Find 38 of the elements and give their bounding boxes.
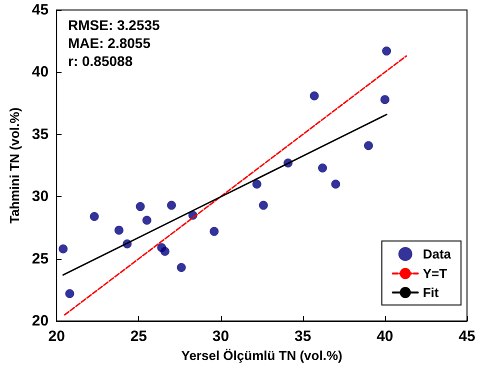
- point: [160, 246, 170, 256]
- point: [176, 263, 186, 272]
- point: [364, 141, 373, 150]
- point: [382, 46, 392, 56]
- legend-label: Y=T: [422, 266, 448, 281]
- point: [58, 244, 68, 254]
- y-tick-label: 35: [32, 126, 49, 143]
- y-tick-label: 45: [32, 2, 49, 18]
- x-axis-title: Yersel Ölçümlü TN (vol.%): [181, 348, 342, 363]
- x-tick-label: 40: [376, 328, 394, 345]
- point: [310, 91, 319, 100]
- point: [114, 226, 124, 235]
- annotation: RMSE: 3.2535: [68, 17, 160, 33]
- point: [167, 200, 176, 210]
- legend-label: Fit: [422, 285, 440, 300]
- y-axis-title: Tahmini TN (vol.%): [7, 107, 22, 224]
- y-tick-label: 20: [32, 312, 49, 330]
- y-tick-label: 40: [32, 64, 49, 81]
- point: [380, 95, 390, 104]
- x-tick-label: 35: [294, 328, 312, 345]
- x-tick-label: 45: [458, 328, 476, 345]
- point: [90, 212, 99, 221]
- point: [65, 289, 74, 298]
- y-tick-label: 30: [32, 188, 49, 206]
- legend-label: Data: [422, 246, 452, 262]
- point: [258, 200, 268, 210]
- point: [142, 216, 152, 225]
- x-tick-label: 30: [212, 328, 230, 345]
- annotation: r: 0.85088: [68, 53, 133, 69]
- point: [252, 180, 262, 189]
- point: [318, 163, 328, 172]
- point: [331, 180, 340, 189]
- point: [136, 202, 145, 212]
- point: [210, 226, 219, 236]
- x-tick-label: 25: [130, 328, 148, 345]
- x-tick-label: 20: [48, 328, 65, 345]
- y-tick-label: 25: [32, 250, 49, 268]
- annotation: MAE: 2.8055: [68, 35, 151, 51]
